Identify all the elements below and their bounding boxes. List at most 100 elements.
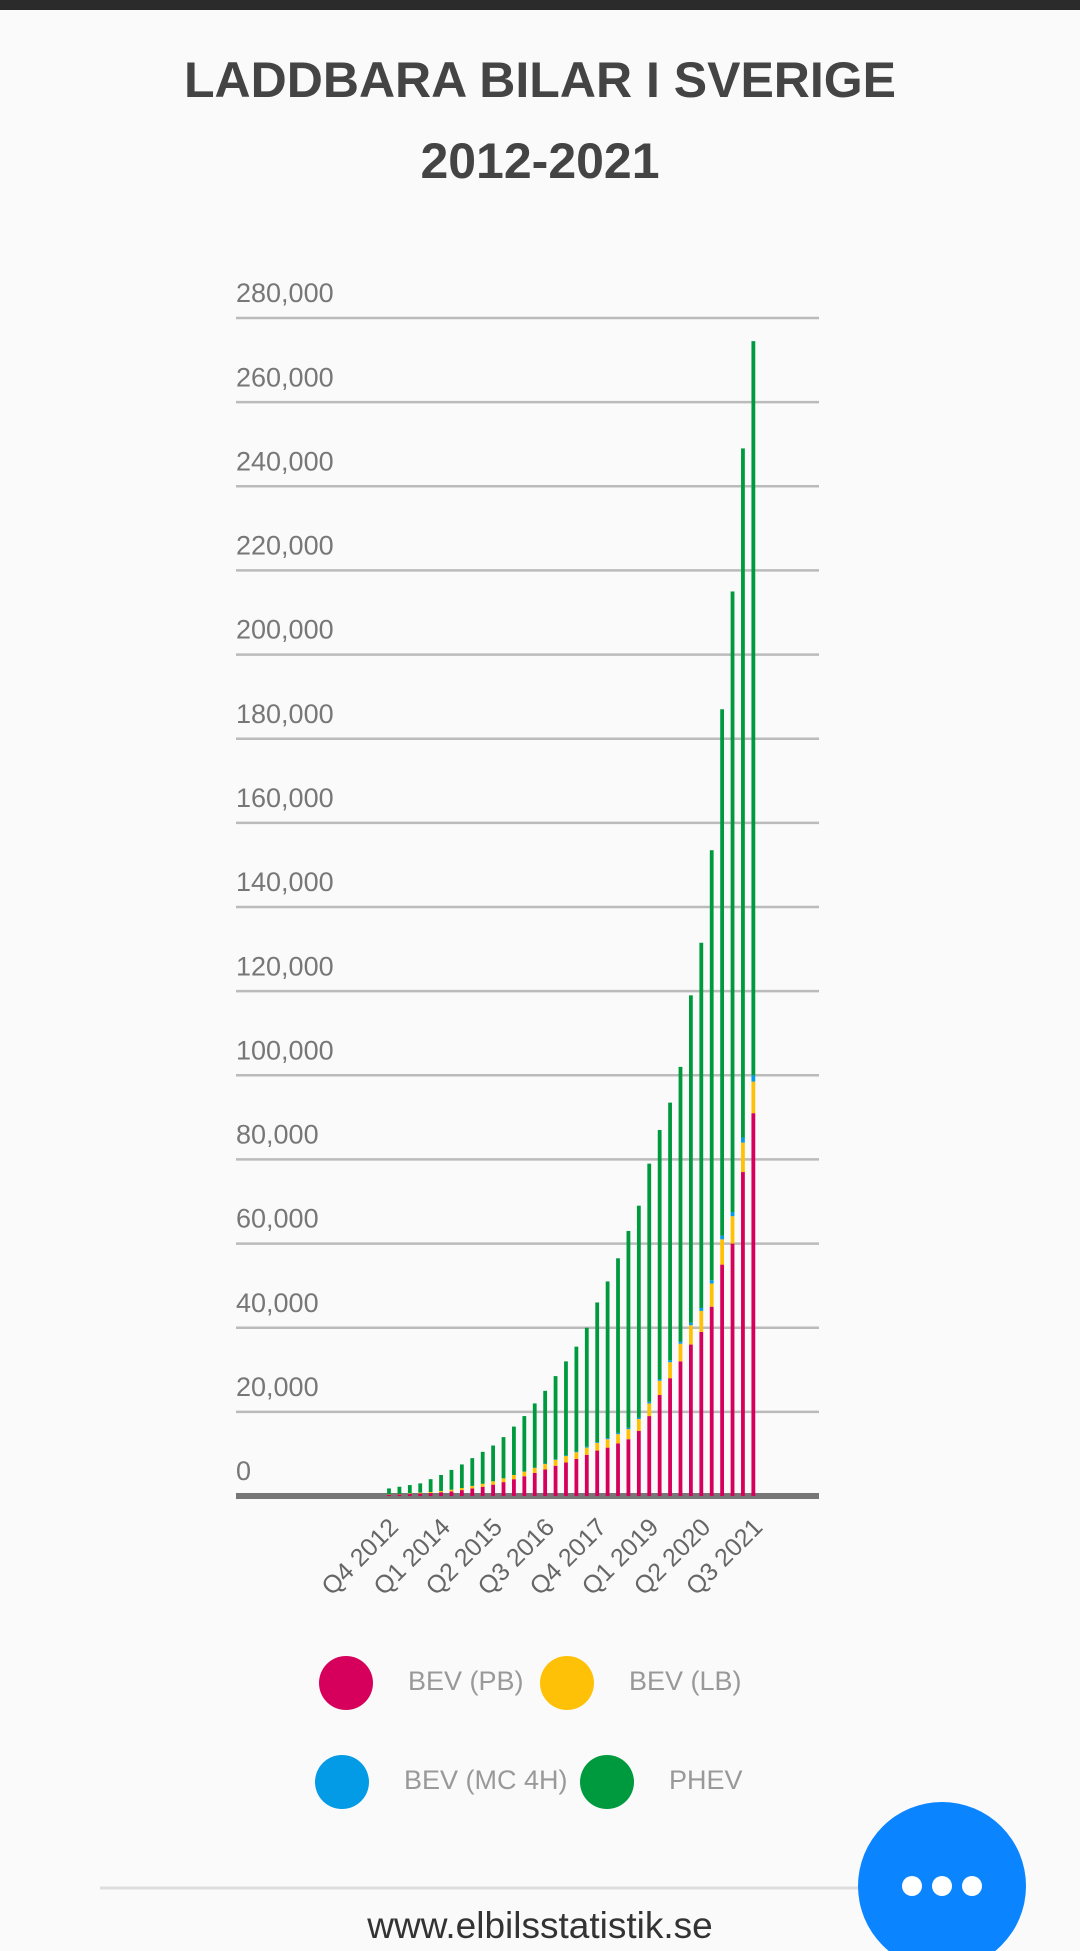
bar-segment: [699, 1310, 704, 1332]
status-bar: [0, 0, 1080, 10]
bar-segment: [397, 1486, 402, 1494]
bar-segment: [626, 1230, 631, 1428]
bar-segment: [418, 1492, 423, 1494]
bar-segment: [709, 1280, 714, 1284]
bar-segment: [584, 1454, 589, 1496]
bar-segment: [564, 1361, 568, 1456]
bar-segment: [626, 1429, 631, 1440]
bar-segment: [470, 1458, 475, 1486]
bar-segment: [657, 1395, 662, 1496]
bar-segment: [616, 1434, 620, 1444]
bar-segment: [605, 1447, 610, 1496]
legend-label: BEV (MC 4H): [404, 1765, 568, 1795]
y-tick-label: 180,000: [236, 699, 334, 729]
bar-segment: [439, 1492, 443, 1496]
y-tick-label: 120,000: [236, 951, 334, 981]
bar-segment: [741, 1172, 745, 1496]
bar-segment: [595, 1442, 600, 1451]
legend-label: PHEV: [669, 1765, 743, 1795]
bar-segment: [553, 1459, 558, 1466]
bar-segment: [720, 1239, 725, 1265]
bar-segment: [709, 850, 714, 1281]
bar-segment: [397, 1494, 402, 1496]
bar-segment: [532, 1472, 537, 1496]
bar-segment: [532, 1403, 537, 1468]
bar-segment: [418, 1493, 423, 1496]
bar-segment: [480, 1451, 485, 1484]
bar-segment: [720, 709, 725, 1236]
bar-segment: [678, 1361, 683, 1496]
bar-segment: [491, 1481, 495, 1485]
footer-link[interactable]: www.elbilsstatistik.se: [366, 1905, 712, 1946]
y-tick-label: 140,000: [236, 867, 334, 897]
bar-segment: [439, 1490, 443, 1493]
bar-segment: [418, 1483, 423, 1493]
bar-segment: [512, 1479, 516, 1496]
bar-segment: [584, 1447, 589, 1455]
bar-segment: [532, 1467, 537, 1473]
bar-segment: [699, 1307, 704, 1311]
bar-segment: [636, 1419, 641, 1431]
bar-segment: [741, 1137, 745, 1143]
bar-segment: [449, 1489, 454, 1492]
bar-segment: [428, 1479, 433, 1493]
bar-segment: [636, 1430, 641, 1496]
bar-segment: [574, 1346, 579, 1452]
bar-segment: [564, 1462, 568, 1496]
bar-segment: [480, 1486, 485, 1496]
bar-segment: [387, 1494, 391, 1496]
bar-segment: [751, 1113, 756, 1496]
bar-segment: [449, 1469, 454, 1490]
bar-segment: [647, 1401, 652, 1404]
bar-segment: [605, 1439, 610, 1448]
bar-segment: [387, 1488, 391, 1495]
bar-segment: [512, 1426, 516, 1475]
chart-title: LADDBARA BILAR I SVERIGE: [184, 52, 896, 108]
bar-segment: [459, 1464, 464, 1489]
bar-segment: [470, 1488, 475, 1496]
bar-segment: [626, 1439, 631, 1496]
bar-segment: [522, 1416, 527, 1472]
bar-segment: [709, 1306, 714, 1496]
bar-segment: [647, 1416, 652, 1496]
bar-segment: [459, 1490, 464, 1496]
bar-segment: [720, 1264, 725, 1496]
fab[interactable]: [858, 1802, 1026, 1951]
bar-segment: [564, 1456, 568, 1463]
bar-segment: [439, 1474, 443, 1491]
y-tick-label: 240,000: [236, 446, 334, 476]
bar-segment: [543, 1464, 548, 1470]
bar-segment: [480, 1483, 485, 1487]
bar-segment: [595, 1450, 600, 1496]
bar-segment: [678, 1341, 683, 1344]
y-tick-label: 160,000: [236, 783, 334, 813]
bar-segment: [678, 1343, 683, 1362]
bar-segment: [501, 1482, 506, 1496]
y-tick-label: 0: [236, 1456, 251, 1486]
legend-label: BEV (LB): [629, 1666, 742, 1696]
bar-segment: [522, 1471, 527, 1477]
bar-segment: [428, 1492, 433, 1494]
legend-swatch: [319, 1656, 373, 1710]
legend-label: BEV (PB): [408, 1666, 524, 1696]
y-tick-label: 220,000: [236, 531, 334, 561]
y-tick-label: 20,000: [236, 1372, 319, 1402]
bar-segment: [574, 1452, 579, 1459]
bar-segment: [605, 1281, 610, 1439]
bar-segment: [407, 1485, 412, 1494]
bar-segment: [595, 1302, 600, 1443]
bar-segment: [668, 1360, 672, 1363]
bar-segment: [741, 1142, 745, 1173]
bar-segment: [501, 1437, 506, 1479]
bar-segment: [657, 1379, 662, 1381]
bar-segment: [668, 1102, 672, 1361]
bar-segment: [491, 1445, 495, 1482]
bar-segment: [553, 1376, 558, 1460]
bar-segment: [751, 341, 756, 1076]
y-tick-label: 80,000: [236, 1120, 319, 1150]
bar-segment: [428, 1493, 433, 1496]
bar-segment: [501, 1478, 506, 1483]
bar-segment: [564, 1455, 568, 1457]
